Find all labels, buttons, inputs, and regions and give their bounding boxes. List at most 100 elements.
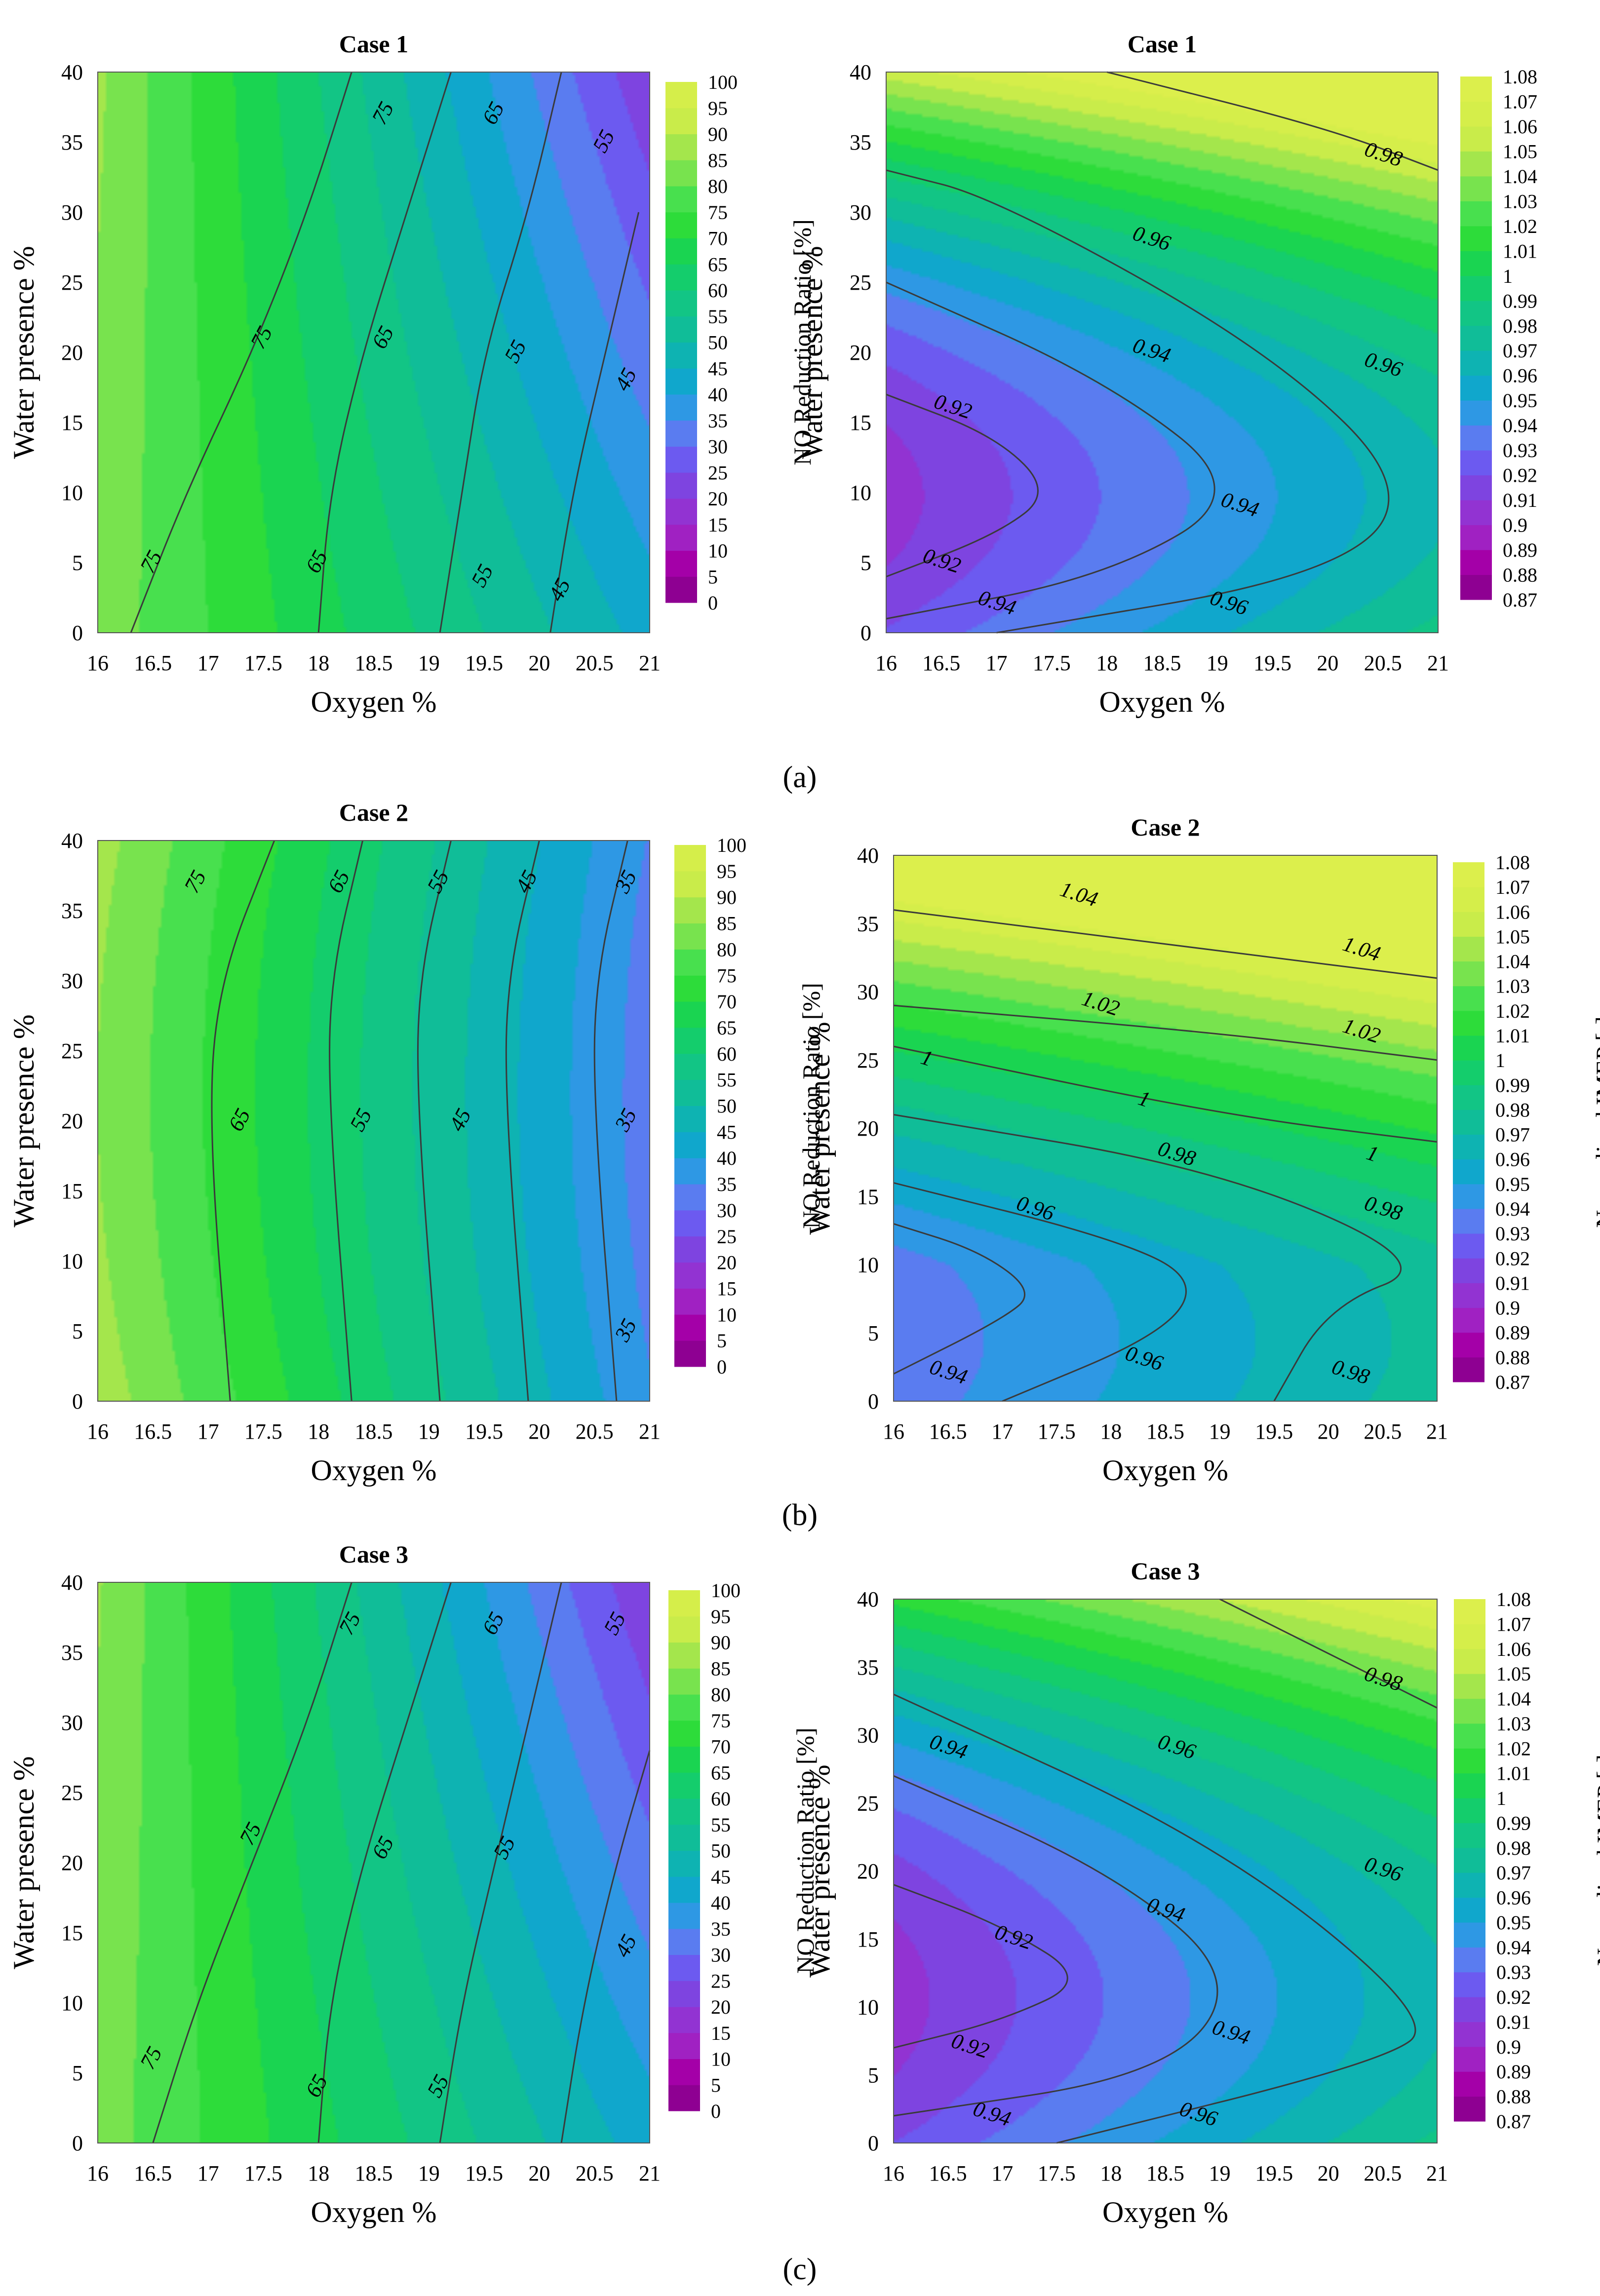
colorbar-segment [665,238,697,265]
colorbar-segment [668,2059,700,2085]
colorbar-segment [1460,350,1492,376]
x-tick-label: 19.5 [465,651,503,675]
x-tick-label: 18.5 [1146,1419,1184,1444]
colorbar-tick-label: 1.07 [1503,90,1537,113]
y-tick-label: 20 [61,1109,83,1133]
colorbar-segment [674,1158,706,1185]
colorbar-segment [1453,1060,1484,1085]
colorbar-segment [1453,1085,1484,1110]
colorbar-tick-label: 85 [717,913,737,935]
x-tick-label: 20 [528,651,550,675]
colorbar-tick-label: 1.06 [1503,115,1537,138]
colorbar-tick-label: 25 [711,1970,731,1992]
colorbar-segment [1454,1648,1485,1674]
x-tick-label: 17.5 [1033,651,1071,675]
colorbar-tick-label: 1.03 [1496,1713,1531,1735]
y-tick-label: 40 [61,60,83,84]
colorbar-segment [668,1668,700,1695]
colorbar-segment [668,2007,700,2033]
colorbar-segment [665,368,697,395]
colorbar-segment [665,212,697,238]
colorbar-tick-label: 95 [708,97,728,119]
contour-line-0.96 [886,169,1390,634]
colorbar-tick-label: 0.98 [1496,1837,1531,1859]
y-tick-label: 30 [61,200,83,225]
colorbar-tick-label: 55 [711,1814,731,1836]
colorbar-segment [1460,375,1492,401]
chart-title: Case 2 [1131,813,1200,841]
y-tick-label: 0 [72,2131,83,2155]
colorbar-tick-label: 40 [708,383,728,406]
colorbar-label: NO Reduction Ratio [%] [791,1727,819,1974]
colorbar-segment [1453,1134,1484,1160]
y-tick-label: 35 [857,912,879,936]
colorbar-tick-label: 1 [1503,265,1513,287]
y-tick-label: 25 [857,1791,879,1815]
colorbar-segment [1454,1947,1485,1973]
chart-title: Case 1 [339,30,408,58]
colorbar-tick-label: 60 [711,1788,731,1810]
colorbar-segment [1454,1748,1485,1774]
colorbar-tick-label: 0.99 [1495,1074,1530,1096]
y-tick-label: 35 [857,1655,879,1680]
x-tick-label: 20 [1317,651,1338,675]
y-tick-label: 20 [857,1116,879,1141]
colorbar-tick-label: 1.08 [1503,66,1537,88]
colorbar-label: Normalized IMEP [-] [1591,1016,1600,1228]
colorbar-segment [1453,1159,1484,1185]
heatmap-fill [894,855,1437,1401]
contour-line-0.94 [893,1223,1026,1375]
colorbar-tick-label: 1.02 [1495,1000,1530,1022]
x-tick-label: 16 [87,2161,109,2185]
colorbar-segment [668,1824,700,1851]
contour-line-65 [329,840,364,1402]
colorbar-segment [1460,400,1492,426]
contour-line-75 [130,72,352,633]
colorbar-tick-label: 15 [717,1277,737,1300]
colorbar-segment [1453,1332,1484,1358]
colorbar-tick-label: 1.01 [1495,1025,1530,1047]
colorbar-segment [1454,1723,1485,1749]
colorbar-segment [1453,1209,1484,1234]
x-axis-label: Oxygen % [1102,1454,1228,1487]
colorbar-segment [1460,425,1492,451]
colorbar-tick-label: 0 [708,592,718,614]
colorbar-tick-label: 65 [708,253,728,275]
x-tick-label: 16.5 [929,2161,967,2185]
colorbar-tick-label: 30 [711,1944,731,1966]
colorbar-segment [674,1053,706,1080]
colorbar-segment [1453,1233,1484,1259]
y-tick-label: 15 [61,1921,83,1945]
colorbar-segment [674,1340,706,1367]
y-axis-label: Water presence % [803,1022,836,1235]
x-tick-label: 21 [639,651,661,675]
colorbar-tick-label: 1.06 [1496,1638,1531,1660]
colorbar-tick-label: 0.9 [1496,2036,1521,2058]
y-tick-label: 15 [850,411,871,435]
colorbar-tick-label: 55 [708,306,728,328]
colorbar-tick-label: 45 [711,1866,731,1888]
contour-line-1.04 [893,909,1438,979]
y-tick-label: 40 [61,829,83,853]
colorbar-tick-label: 15 [711,2022,731,2044]
colorbar-segment [1460,201,1492,227]
x-tick-label: 18.5 [1143,651,1181,675]
x-axis-label: Oxygen % [1102,2196,1228,2228]
colorbar-tick-label: 0.91 [1495,1272,1530,1294]
colorbar-tick-label: 10 [711,2048,731,2070]
contour-line-35 [593,840,628,1402]
colorbar-segment [668,2085,700,2111]
contour-line-45 [505,840,540,1402]
colorbar-tick-label: 75 [711,1710,731,1732]
colorbar-tick-label: 65 [717,1017,737,1039]
colorbar-tick-label: 5 [717,1330,727,1352]
x-tick-label: 20 [1318,1419,1339,1444]
y-tick-label: 5 [860,551,871,575]
colorbar-segment [668,1590,700,1617]
x-tick-label: 18.5 [355,2161,393,2185]
x-tick-label: 18 [1100,1419,1122,1444]
colorbar-tick-label: 0.88 [1503,564,1537,586]
colorbar-segment [1454,2046,1485,2072]
